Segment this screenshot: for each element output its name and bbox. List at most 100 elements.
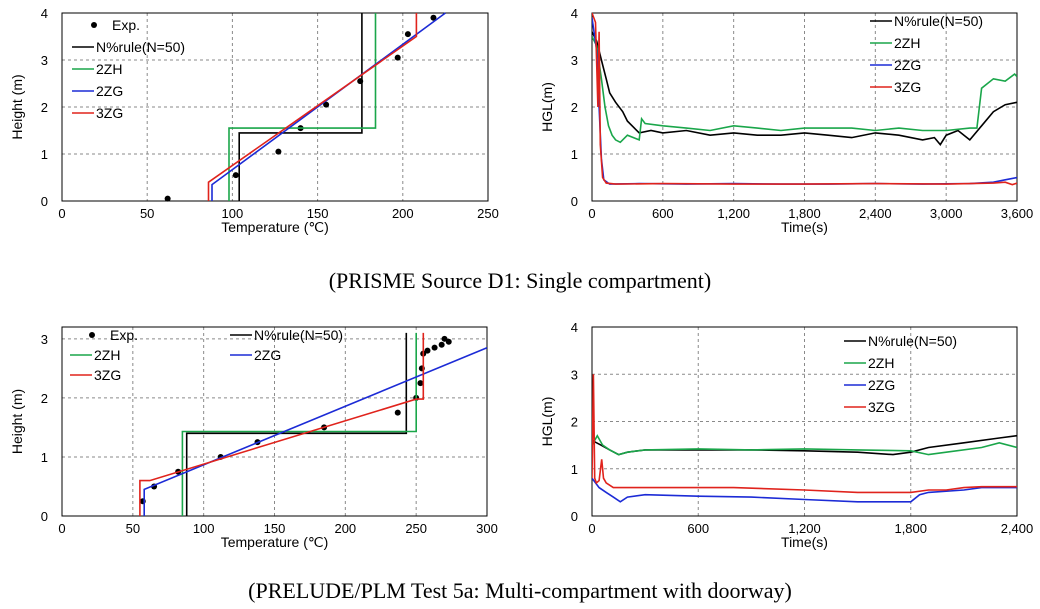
chart-prelude-hgl: 0 600 1,200 1,800 2,400 0 1 2 3 4 Time(s) HGL(m) N%r… [539,320,1033,550]
y-tick-label: 1 [571,147,578,162]
chart-prisme-hgl: 0 600 1,200 1,800 2,400 3,000 3,600 0 1 2 3 4 Time(s… [539,6,1033,235]
x-tick-label: 0 [588,521,595,536]
data-point-exp [275,148,282,155]
x-tick-label: 1,800 [894,521,927,536]
chart-prisme-temperature: 0 50 100 150 200 250 0 1 2 3 4 Temperature (℃) Heigh… [9,6,499,235]
x-tick-label: 200 [392,206,414,221]
legend-label-n50: N%rule(N=50) [254,327,343,343]
x-tick-label: 150 [307,206,329,221]
data-point-exp [438,341,445,348]
series-line-n50 [238,13,363,201]
data-point-exp [394,54,401,61]
x-tick-label: 600 [652,206,674,221]
y-tick-label: 3 [571,367,578,382]
plot-frame [61,326,488,517]
legend-label-exp: Exp. [112,17,140,33]
data-point-exp [404,31,411,38]
x-tick-label: 0 [58,206,65,221]
legend-label-2ZG: 2ZG [894,57,921,73]
legend-label-3ZG: 3ZG [96,105,123,121]
series-line-n50 [592,31,1017,146]
data-point-exp [441,335,448,342]
series-line-n50 [185,332,408,516]
data-point-exp [394,409,401,416]
chart-prelude-temperature: 0 50 100 150 200 250 300 0 1 2 3 Temperature (℃) Hei… [9,326,498,550]
y-tick-label: 1 [571,462,578,477]
x-tick-label: 1,200 [717,206,750,221]
x-tick-label: 3,600 [1001,206,1034,221]
x-tick-label: 2,400 [859,206,892,221]
x-tick-label: 250 [405,521,427,536]
series-line-3ZG [207,13,418,201]
y-tick-label: 2 [571,415,578,430]
y-tick-label: 0 [571,194,578,209]
x-tick-label: 2,400 [1001,521,1034,536]
y-tick-label: 2 [41,391,48,406]
legend-label-2ZH: 2ZH [868,355,894,371]
x-tick-label: 150 [264,521,286,536]
y-tick-label: 3 [41,332,48,347]
y-tick-label: 0 [41,509,48,524]
legend-label-2ZH: 2ZH [894,35,920,51]
legend-label-3ZG: 3ZG [894,79,921,95]
x-tick-label: 100 [222,206,244,221]
legend-label-2ZG: 2ZG [96,83,123,99]
data-point-exp [164,195,171,202]
plot-frame [61,12,489,202]
series-line-2ZH [592,36,1017,144]
x-tick-label: 0 [58,521,65,536]
x-axis-label: Temperature (℃) [221,219,329,235]
series-line-2ZG [592,477,1017,503]
y-axis-label: Height (m) [9,389,25,454]
x-tick-label: 200 [334,521,356,536]
legend-marker-exp [91,22,97,28]
y-tick-label: 0 [571,509,578,524]
series-line-3ZG [592,374,1017,494]
x-tick-label: 100 [193,521,215,536]
legend-label-2ZG: 2ZG [254,347,281,363]
y-tick-label: 4 [571,6,578,21]
y-tick-label: 3 [41,53,48,68]
x-axis-label: Time(s) [781,534,828,550]
x-tick-label: 3,000 [930,206,963,221]
y-tick-label: 4 [41,6,48,21]
legend-label-n50: N%rule(N=50) [894,13,983,29]
legend-label-exp: Exp. [110,327,138,343]
legend-label-2ZH: 2ZH [94,347,120,363]
series-line-3ZG [592,12,1017,186]
series-line-3ZG [139,332,425,516]
x-tick-label: 0 [588,206,595,221]
y-tick-label: 1 [41,147,48,162]
x-tick-label: 50 [126,521,140,536]
x-tick-label: 600 [687,521,709,536]
legend-label-n50: N%rule(N=50) [868,333,957,349]
y-axis-label: HGL(m) [539,82,555,132]
plot-frame [591,12,1018,202]
caption-prisme: (PRISME Source D1: Single compartment) [329,268,712,293]
x-tick-label: 1,200 [788,521,821,536]
data-point-exp [430,14,437,21]
caption-prelude: (PRELUDE/PLM Test 5a: Multi-compartment … [248,578,792,603]
legend-label-3ZG: 3ZG [868,399,895,415]
x-tick-label: 1,800 [788,206,821,221]
data-point-exp [431,344,438,351]
data-point-exp [424,347,431,354]
y-tick-label: 1 [41,450,48,465]
y-tick-label: 3 [571,53,578,68]
legend-label-n50: N%rule(N=50) [96,39,185,55]
legend-marker-exp [89,332,95,338]
x-axis-label: Temperature (℃) [221,534,329,550]
y-axis-label: HGL(m) [539,397,555,447]
series-line-2ZH [592,434,1017,456]
x-tick-label: 300 [476,521,498,536]
x-tick-label: 50 [140,206,154,221]
data-point-exp [232,172,239,179]
series-line-2ZG [143,346,487,516]
y-tick-label: 2 [571,100,578,115]
x-axis-label: Time(s) [781,219,828,235]
data-point-exp [323,101,330,108]
y-tick-label: 4 [571,320,578,335]
y-axis-label: Height (m) [9,74,25,139]
y-tick-label: 2 [41,100,48,115]
